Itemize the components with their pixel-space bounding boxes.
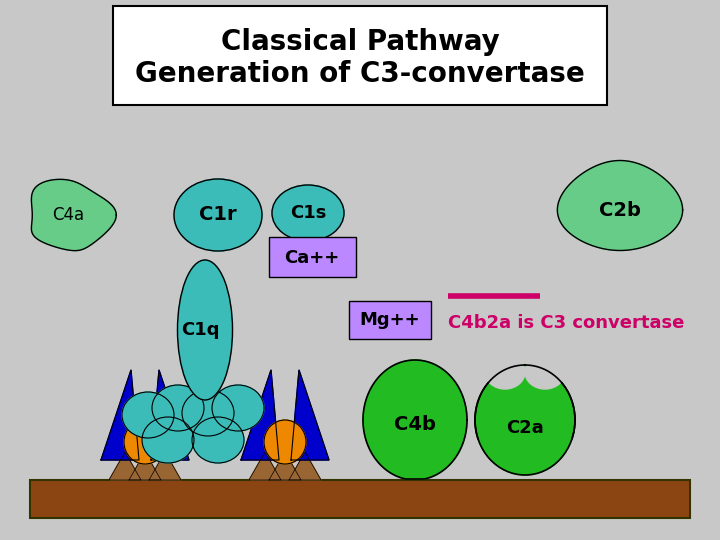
- FancyBboxPatch shape: [113, 6, 607, 105]
- Polygon shape: [241, 370, 279, 460]
- Polygon shape: [557, 160, 683, 251]
- Text: Mg++: Mg++: [360, 311, 420, 329]
- Ellipse shape: [272, 185, 344, 241]
- Polygon shape: [249, 452, 281, 480]
- Polygon shape: [129, 452, 161, 480]
- FancyBboxPatch shape: [349, 301, 431, 339]
- Text: C4b: C4b: [394, 415, 436, 435]
- Ellipse shape: [485, 355, 525, 389]
- Text: C2a: C2a: [506, 419, 544, 437]
- Ellipse shape: [182, 390, 234, 436]
- Text: C1s: C1s: [290, 204, 326, 222]
- Polygon shape: [363, 360, 467, 479]
- Ellipse shape: [475, 365, 575, 475]
- Polygon shape: [291, 370, 329, 460]
- Text: C2b: C2b: [599, 200, 641, 219]
- Text: C1r: C1r: [199, 206, 237, 225]
- Ellipse shape: [192, 417, 244, 463]
- Text: C4a: C4a: [52, 206, 84, 224]
- Ellipse shape: [124, 420, 166, 464]
- Ellipse shape: [212, 385, 264, 431]
- Polygon shape: [269, 452, 301, 480]
- Bar: [30, 480, 690, 518]
- Text: C4b2a is C3 convertase: C4b2a is C3 convertase: [448, 314, 685, 332]
- Ellipse shape: [178, 260, 233, 400]
- Polygon shape: [149, 452, 181, 480]
- Ellipse shape: [174, 179, 262, 251]
- Ellipse shape: [152, 385, 204, 431]
- Text: C1q: C1q: [181, 321, 220, 339]
- Ellipse shape: [122, 392, 174, 438]
- Ellipse shape: [525, 355, 565, 389]
- Polygon shape: [151, 370, 189, 460]
- Polygon shape: [109, 452, 141, 480]
- Text: Classical Pathway
Generation of C3-convertase: Classical Pathway Generation of C3-conve…: [135, 28, 585, 88]
- FancyBboxPatch shape: [269, 237, 356, 277]
- Polygon shape: [32, 179, 117, 251]
- Ellipse shape: [264, 420, 306, 464]
- Text: Ca++: Ca++: [284, 249, 340, 267]
- Polygon shape: [289, 452, 321, 480]
- Ellipse shape: [142, 417, 194, 463]
- Polygon shape: [101, 370, 139, 460]
